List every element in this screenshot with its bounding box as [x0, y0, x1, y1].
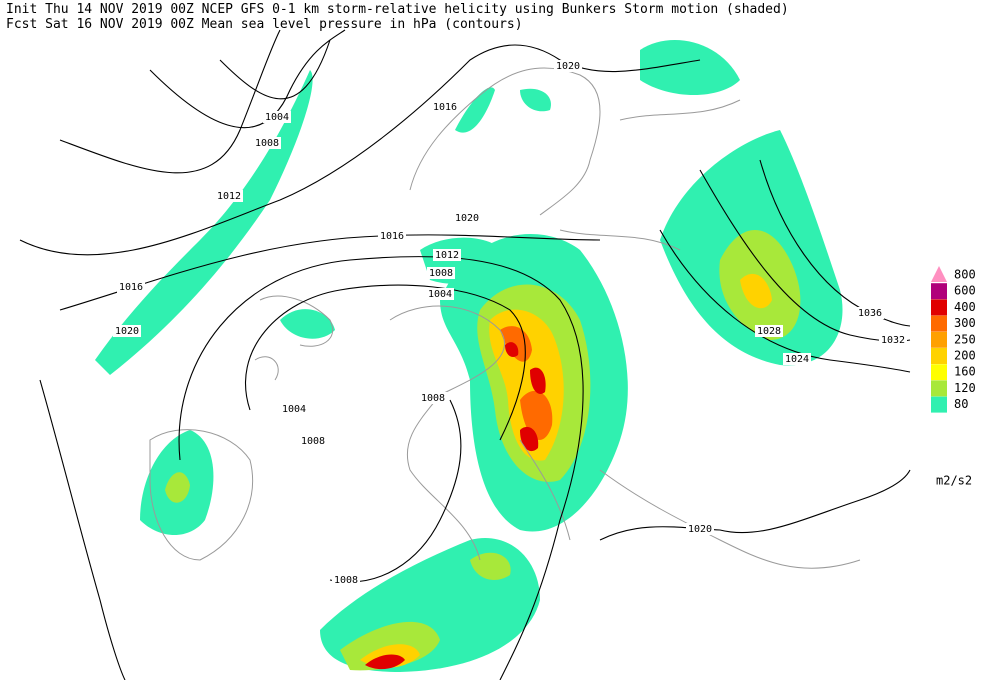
- isobar-label-bg: [378, 230, 406, 242]
- helicity-region: [95, 70, 313, 375]
- coastline: [409, 67, 601, 216]
- isobar: [599, 469, 911, 541]
- helicity-region: [530, 367, 546, 394]
- isobar-label: 1008: [334, 575, 358, 586]
- helicity-shading: [95, 40, 843, 672]
- isobar-label-bg: [332, 574, 360, 586]
- isobar-label: 1020: [556, 61, 580, 72]
- helicity-region: [455, 87, 495, 133]
- isobar-label-bg: [263, 111, 291, 123]
- isobar-label: 1004: [282, 404, 306, 415]
- isobar-label: 1020: [688, 524, 712, 535]
- isobar-label: 1008: [255, 138, 279, 149]
- isobar-label: 1036: [858, 308, 882, 319]
- legend-swatch: [931, 396, 947, 413]
- isobar-label: 1008: [429, 268, 453, 279]
- coastline: [559, 99, 741, 251]
- isobar: [149, 29, 346, 129]
- isobar: [39, 379, 126, 680]
- coastline: [254, 295, 334, 381]
- helicity-region: [505, 342, 519, 357]
- coastline: [149, 429, 254, 561]
- header-line: Fcst Sat 16 NOV 2019 00Z Mean sea level …: [6, 17, 523, 32]
- legend-swatch: [931, 348, 947, 364]
- isobar: [244, 284, 526, 441]
- legend-swatch: [931, 283, 947, 300]
- isobar: [178, 255, 584, 680]
- isobar: [59, 29, 281, 174]
- isobar-label-bg: [433, 249, 461, 261]
- isobar-label-bg: [427, 267, 455, 279]
- legend-swatch: [931, 331, 947, 348]
- isobar: [219, 39, 331, 100]
- isobar-label: 1012: [217, 191, 241, 202]
- legend: 800 600 400 300 250 200 160 120 80: [931, 266, 976, 413]
- isobar-label-bg: [686, 523, 714, 535]
- isobar-label-bg: [856, 307, 884, 319]
- isobar-label: 1024: [785, 354, 809, 365]
- helicity-region: [165, 472, 190, 503]
- isobar-label-bg: [113, 325, 141, 337]
- isobar-label-bg: [426, 288, 454, 300]
- isobar-labels: 1020 1016 1004 1008 1012 1020 1016 1012 1008 1004…: [113, 60, 907, 586]
- helicity-region: [365, 654, 405, 670]
- isobar-label: 1016: [433, 102, 457, 113]
- isobar-label: 1016: [119, 282, 143, 293]
- header-line: Init Thu 14 NOV 2019 00Z NCEP GFS 0-1 km…: [6, 2, 789, 17]
- isobar-label-bg: [431, 101, 459, 113]
- isobar-label-bg: [453, 212, 481, 224]
- legend-unit: m2/s2: [936, 474, 972, 488]
- isobar-label: 1028: [757, 326, 781, 337]
- legend-swatch: [931, 364, 947, 381]
- isobar-label-bg: [280, 403, 308, 415]
- legend-swatch: [931, 266, 947, 282]
- helicity-region: [640, 40, 740, 95]
- isobar-label-bg: [215, 190, 243, 202]
- isobar-label-bg: [419, 392, 447, 404]
- isobar: [329, 399, 462, 583]
- isobar-label: 1008: [301, 436, 325, 447]
- isobar: [659, 229, 911, 373]
- isobar-label-bg: [299, 435, 327, 447]
- isobar-label: 1004: [265, 112, 289, 123]
- isobar-label: 1008: [421, 393, 445, 404]
- legend-label: 600: [954, 284, 976, 298]
- legend-label: 80: [954, 397, 968, 411]
- legend-swatch: [931, 380, 947, 397]
- helicity-region: [280, 309, 335, 339]
- legend-label: 300: [954, 316, 976, 330]
- coastline: [519, 439, 861, 569]
- isobar-label-bg: [253, 137, 281, 149]
- isobar-label: 1032: [881, 335, 905, 346]
- legend-swatch: [931, 299, 947, 316]
- helicity-region: [520, 88, 551, 112]
- isobar-label-bg: [117, 281, 145, 293]
- isobar-label: 1012: [435, 250, 459, 261]
- legend-label: 250: [954, 332, 976, 346]
- isobar-label: 1016: [380, 231, 404, 242]
- isobar-label-bg: [755, 325, 783, 337]
- helicity-region: [740, 273, 772, 309]
- isobar-label: 1020: [115, 326, 139, 337]
- isobar-label-bg: [783, 353, 811, 365]
- legend-label: 200: [954, 349, 976, 363]
- isobar-label: 1020: [455, 213, 479, 224]
- legend-label: 400: [954, 300, 976, 314]
- legend-label: 800: [954, 268, 976, 282]
- isobar-label-bg: [554, 60, 582, 72]
- isobar: [19, 44, 701, 256]
- isobar-label: 1004: [428, 289, 452, 300]
- legend-label: 120: [954, 381, 976, 395]
- helicity-region: [520, 426, 539, 452]
- legend-swatch: [931, 315, 947, 332]
- isobar: [759, 159, 911, 327]
- isobar-label-bg: [879, 334, 907, 346]
- legend-label: 160: [954, 365, 976, 379]
